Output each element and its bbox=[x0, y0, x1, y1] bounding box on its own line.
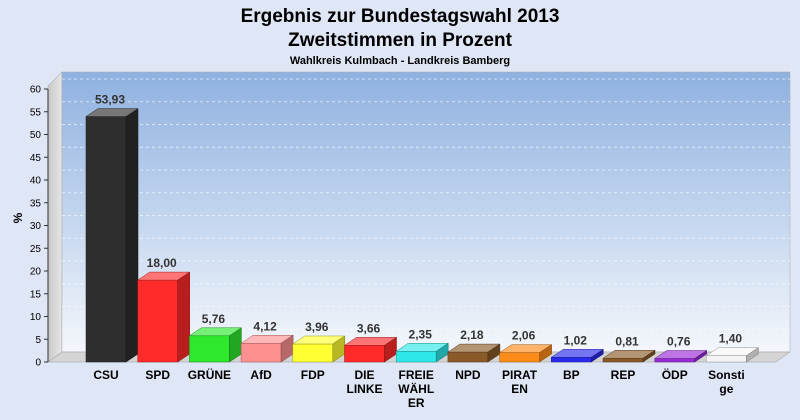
y-tick-label: 40 bbox=[30, 176, 42, 187]
y-tick-label: 20 bbox=[30, 267, 42, 278]
bars: 53,93 18,00 5,76 4,12 3,96 3,66 2,35 2,18 2,06 1,… bbox=[85, 93, 760, 363]
bar bbox=[498, 344, 553, 363]
category-label: NPD bbox=[455, 368, 481, 382]
bar bbox=[705, 347, 760, 363]
y-tick-label: 45 bbox=[30, 153, 42, 164]
data-label: 18,00 bbox=[147, 256, 177, 270]
y-axis: 0 5 10 15 20 25 30 35 40 45 50 55 60 bbox=[30, 85, 49, 369]
bar bbox=[447, 343, 501, 363]
data-label: 0,81 bbox=[615, 334, 639, 348]
bar-side bbox=[642, 349, 656, 363]
category-label: WÄHL bbox=[398, 381, 434, 396]
chart-title-line2: Zweitstimmen in Prozent bbox=[288, 30, 512, 51]
category-label: PIRAT bbox=[502, 368, 538, 382]
data-label: 3,66 bbox=[357, 321, 381, 335]
y-tick-label: 0 bbox=[35, 358, 41, 369]
chart-subtitle: Wahlkreis Kulmbach - Landkreis Bamberg bbox=[290, 55, 510, 67]
bar-side bbox=[539, 344, 552, 363]
chart-title-line1: Ergebnis zur Bundestagswahl 2013 bbox=[241, 6, 560, 27]
bar-front bbox=[292, 343, 334, 363]
bar bbox=[653, 350, 708, 363]
bar-front bbox=[189, 335, 230, 363]
y-tick-label: 25 bbox=[30, 244, 42, 255]
y-tick-label: 5 bbox=[35, 335, 41, 346]
bar-front bbox=[240, 343, 282, 363]
bar bbox=[395, 342, 450, 363]
category-label: DIE bbox=[354, 368, 374, 382]
y-tick-label: 30 bbox=[30, 221, 42, 232]
bar bbox=[550, 348, 605, 363]
category-label: REP bbox=[611, 368, 636, 382]
bar-front bbox=[137, 279, 178, 363]
category-label: FREIE bbox=[399, 368, 434, 382]
data-label: 3,96 bbox=[305, 320, 329, 334]
category-label: LINKE bbox=[347, 382, 383, 396]
plot-side-wall bbox=[47, 71, 63, 363]
category-label: AfD bbox=[250, 368, 272, 382]
data-label: 1,02 bbox=[564, 333, 588, 347]
data-label: 4,12 bbox=[253, 319, 277, 333]
data-label: 2,06 bbox=[512, 329, 536, 343]
bar bbox=[240, 334, 294, 363]
bar-front bbox=[551, 357, 592, 363]
y-tick-label: 15 bbox=[30, 289, 42, 300]
bar bbox=[136, 271, 191, 363]
bar-side bbox=[746, 347, 759, 363]
category-label: CSU bbox=[93, 368, 118, 382]
bar-front bbox=[344, 345, 385, 363]
y-tick-label: 35 bbox=[30, 198, 42, 209]
bar bbox=[85, 108, 139, 363]
category-label: Sonsti bbox=[708, 368, 745, 382]
bar-front bbox=[654, 358, 695, 363]
bar-side bbox=[177, 271, 190, 363]
y-tick-label: 10 bbox=[30, 312, 42, 323]
bar-front bbox=[499, 352, 540, 363]
data-label: 2,35 bbox=[409, 327, 433, 341]
bar-front bbox=[602, 358, 644, 363]
y-tick-label: 50 bbox=[30, 130, 42, 141]
category-label: SPD bbox=[145, 368, 170, 382]
bar bbox=[343, 336, 398, 363]
data-label: 2,18 bbox=[460, 328, 484, 342]
category-label: GRÜNE bbox=[188, 367, 231, 382]
category-label: ge bbox=[719, 382, 733, 396]
bar bbox=[291, 335, 346, 363]
data-label: 1,40 bbox=[719, 332, 743, 346]
category-label: ER bbox=[408, 396, 425, 410]
category-label: ÖDP bbox=[662, 367, 688, 382]
category-label: BP bbox=[563, 368, 580, 382]
bar-front bbox=[706, 355, 747, 363]
y-tick-label: 55 bbox=[30, 107, 42, 118]
y-axis-label: % bbox=[11, 212, 25, 223]
bar-front bbox=[395, 351, 437, 363]
bar bbox=[602, 349, 656, 363]
bar-side bbox=[125, 108, 139, 363]
bar-side bbox=[694, 350, 707, 363]
data-label: 5,76 bbox=[202, 312, 226, 326]
bar-side bbox=[591, 348, 604, 363]
category-label: EN bbox=[511, 382, 528, 396]
data-label: 53,93 bbox=[95, 93, 125, 107]
bar-front bbox=[447, 351, 489, 363]
category-label: FDP bbox=[301, 368, 325, 382]
data-label: 0,76 bbox=[667, 335, 691, 349]
bar bbox=[188, 327, 243, 363]
y-tick-label: 60 bbox=[30, 85, 42, 96]
bar-front bbox=[85, 116, 127, 363]
